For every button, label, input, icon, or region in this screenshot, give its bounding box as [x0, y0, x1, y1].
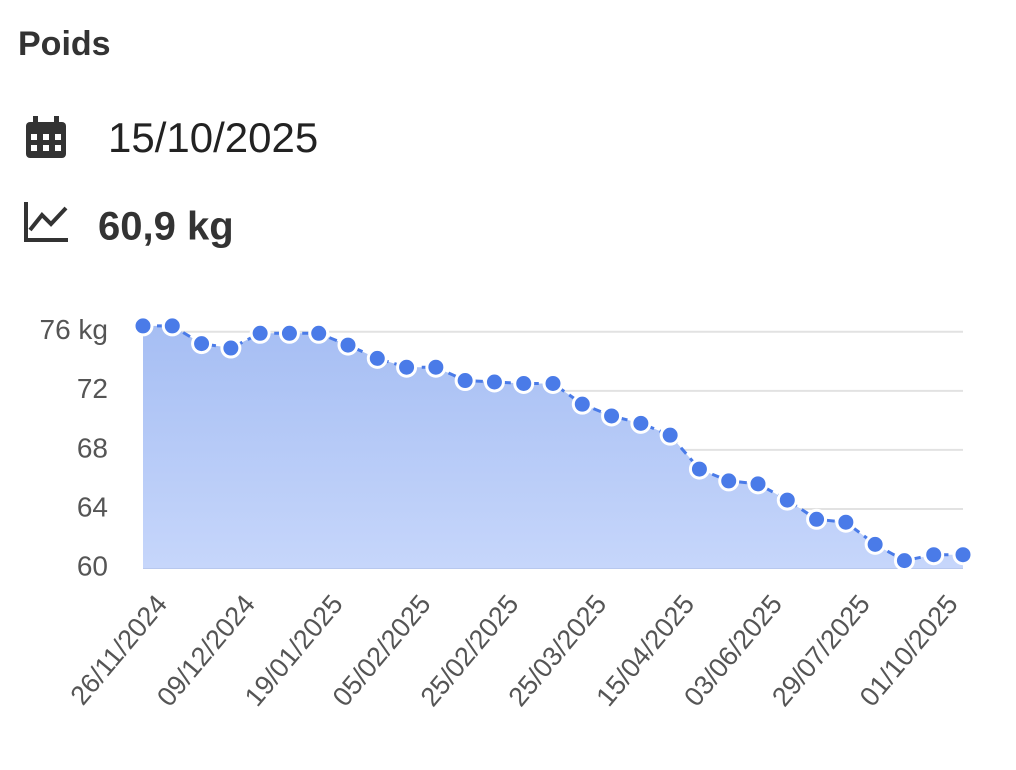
point: [776, 489, 798, 511]
point: [396, 356, 418, 378]
weight: 60,9 kg: [98, 205, 234, 249]
area: [143, 325, 963, 568]
calendar-icon: [26, 116, 66, 158]
trend-icon: [24, 202, 68, 242]
y-tick-label: 76 kg: [40, 314, 109, 345]
point: [337, 334, 359, 356]
point: [191, 333, 213, 355]
point: [601, 405, 623, 427]
point: [542, 372, 564, 394]
point: [835, 511, 857, 533]
point: [630, 412, 652, 434]
point: [278, 322, 300, 344]
point: [893, 550, 915, 572]
point: [571, 393, 593, 415]
point: [425, 356, 447, 378]
title: Poids: [18, 25, 111, 63]
point: [864, 533, 886, 555]
date: 15/10/2025: [108, 114, 318, 161]
point: [513, 372, 535, 394]
y-tick-label: 60: [77, 550, 108, 581]
y-tick-label: 64: [77, 491, 108, 522]
point: [132, 315, 154, 337]
point: [308, 322, 330, 344]
point: [688, 458, 710, 480]
point: [659, 424, 681, 446]
y-tick-label: 68: [77, 432, 108, 463]
point: [220, 337, 242, 359]
y-tick-label: 72: [77, 373, 108, 404]
point: [718, 470, 740, 492]
point: [952, 544, 974, 566]
point: [366, 347, 388, 369]
point: [483, 371, 505, 393]
point: [747, 473, 769, 495]
point: [161, 315, 183, 337]
point: [249, 322, 271, 344]
point: [454, 370, 476, 392]
point: [806, 508, 828, 530]
point: [923, 544, 945, 566]
